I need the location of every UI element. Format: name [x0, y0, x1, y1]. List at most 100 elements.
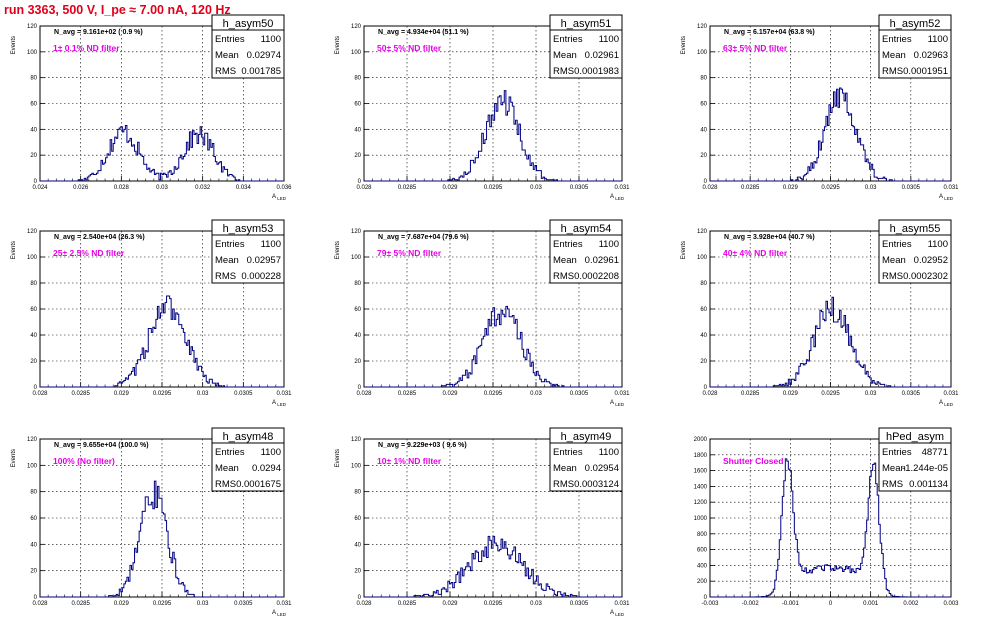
filter-label: 50± 5% ND filter: [377, 43, 442, 53]
x-tick-label: 0.031: [614, 601, 630, 607]
y-tick-label: 40: [30, 127, 37, 133]
x-tick-label: 0.0295: [821, 185, 840, 191]
stats-box-title: h_asym49: [561, 431, 612, 443]
y-axis-title: Events: [681, 241, 687, 259]
stats-box: h_asym49 Entries 1100 Mean 0.02954 RMS 0.00031…: [549, 427, 623, 492]
stats-rms-label: RMS: [882, 271, 903, 282]
y-tick-label: 1600: [694, 469, 708, 475]
y-tick-label: 80: [700, 76, 707, 82]
x-tick-label: 0.028: [702, 185, 718, 191]
stats-box-title: h_asym53: [223, 223, 274, 235]
x-tick-label: 0.0285: [741, 391, 760, 397]
x-axis-title: A LED: [610, 400, 625, 407]
stats-rms-value: 0.0001951: [903, 66, 948, 77]
y-tick-label: 120: [351, 24, 362, 30]
stats-mean-label: Mean: [553, 50, 577, 61]
y-tick-label: 100: [351, 255, 362, 261]
y-tick-label: 120: [351, 229, 362, 235]
x-tick-label: 0.03: [156, 185, 168, 191]
y-tick-label: 0: [704, 595, 708, 601]
stats-mean-label: Mean: [553, 463, 577, 474]
x-tick-label: 0.0295: [484, 185, 503, 191]
x-tick-label: 0.0305: [570, 601, 589, 607]
histogram-line: [40, 480, 284, 598]
stats-box-frame: [878, 219, 952, 284]
x-tick-label: 0.003: [943, 601, 959, 607]
navg-label: N_avg = 7.687e+04 (79.6 %): [378, 234, 469, 241]
y-axis-title: Events: [11, 36, 17, 54]
stats-rms-value: 0.0002208: [574, 271, 619, 282]
y-axis-title: Events: [11, 241, 17, 259]
stats-box-frame: [549, 427, 623, 492]
x-tick-label: 0.0295: [484, 391, 503, 397]
y-tick-label: 120: [351, 437, 362, 443]
x-axis-title: A LED: [272, 194, 287, 201]
stats-rms-label: RMS: [215, 66, 236, 77]
y-tick-label: 120: [697, 229, 708, 235]
chart-h_asym54: 0.028 0.0285 0.029 0.0295 0.03 0.0305 0.031 0 20…: [335, 219, 630, 407]
stats-mean-label: Mean: [215, 255, 239, 266]
y-tick-label: 60: [700, 102, 707, 108]
stats-mean-value: 0.02963: [914, 50, 948, 61]
x-tick-label: 0.028: [356, 391, 372, 397]
stats-mean-value: 0.02952: [914, 255, 948, 266]
stats-rms-label: RMS: [215, 479, 236, 490]
y-tick-label: 800: [697, 532, 708, 538]
stats-box-frame: [211, 14, 285, 79]
stats-box-frame: [549, 14, 623, 79]
y-tick-label: 1400: [694, 484, 708, 490]
x-tick-label: 0.031: [614, 391, 630, 397]
y-tick-label: 40: [354, 127, 361, 133]
y-axis-title: Events: [335, 36, 341, 54]
y-tick-label: 100: [351, 50, 362, 56]
x-tick-label: 0.03: [530, 391, 542, 397]
stats-entries-label: Entries: [553, 447, 583, 458]
y-tick-label: 100: [27, 255, 38, 261]
y-tick-label: 0: [34, 179, 38, 185]
x-tick-label: 0.028: [32, 601, 48, 607]
stats-box-title: h_asym54: [561, 223, 612, 235]
navg-label: N_avg = 4.934e+04 (51.1 %): [378, 29, 469, 36]
y-tick-label: 100: [697, 255, 708, 261]
y-tick-label: 600: [697, 548, 708, 554]
y-tick-label: 100: [697, 50, 708, 56]
filter-label: 25± 2.5% ND filter: [53, 248, 125, 258]
stats-rms-value: 0.0001675: [236, 479, 281, 490]
y-tick-label: 20: [700, 359, 707, 365]
x-tick-label: 0.0305: [902, 391, 921, 397]
filter-label: 10± 1% ND filter: [377, 456, 442, 466]
y-tick-label: 40: [30, 542, 37, 548]
stats-box-frame: [211, 219, 285, 284]
y-axis-title: Events: [335, 241, 341, 259]
navg-label: N_avg = 2.540e+04 (26.3 %): [54, 234, 145, 241]
y-tick-label: 20: [354, 569, 361, 575]
y-tick-label: 80: [700, 281, 707, 287]
x-tick-label: 0.03: [865, 391, 877, 397]
stats-box: h_asym51 Entries 1100 Mean 0.02961 RMS 0.00019…: [549, 14, 623, 79]
x-tick-label: 0.0305: [902, 185, 921, 191]
x-tick-label: -0.002: [742, 601, 760, 607]
y-tick-label: 80: [354, 76, 361, 82]
stats-box-title: h_asym52: [890, 18, 941, 30]
y-tick-label: 80: [30, 490, 37, 496]
x-axis-title: A LED: [610, 194, 625, 201]
chart-h_asym50: 0.024 0.026 0.028 0.03 0.032 0.034 0.036 0 20 40 6…: [11, 14, 292, 201]
x-tick-label: 0.0295: [821, 391, 840, 397]
y-tick-label: 0: [704, 179, 708, 185]
navg-label: N_avg = 6.157e+04 (63.8 %): [724, 29, 815, 36]
stats-box: h_asym54 Entries 1100 Mean 0.02961 RMS 0.00022…: [549, 219, 623, 284]
y-tick-label: 0: [358, 385, 362, 391]
histogram-line: [710, 87, 951, 182]
x-tick-label: 0.002: [903, 601, 919, 607]
y-tick-label: 120: [697, 24, 708, 30]
filter-label: 1± 0.1% ND filter: [53, 43, 120, 53]
y-tick-label: 1200: [694, 500, 708, 506]
stats-rms-value: 0.000228: [241, 271, 281, 282]
x-tick-label: 0.026: [73, 185, 89, 191]
y-tick-label: 1800: [694, 453, 708, 459]
x-tick-label: 0.03: [530, 185, 542, 191]
stats-rms-label: RMS: [215, 271, 236, 282]
x-tick-label: 0.031: [943, 391, 959, 397]
histogram-line: [710, 296, 951, 388]
stats-rms-label: RMS: [553, 479, 574, 490]
